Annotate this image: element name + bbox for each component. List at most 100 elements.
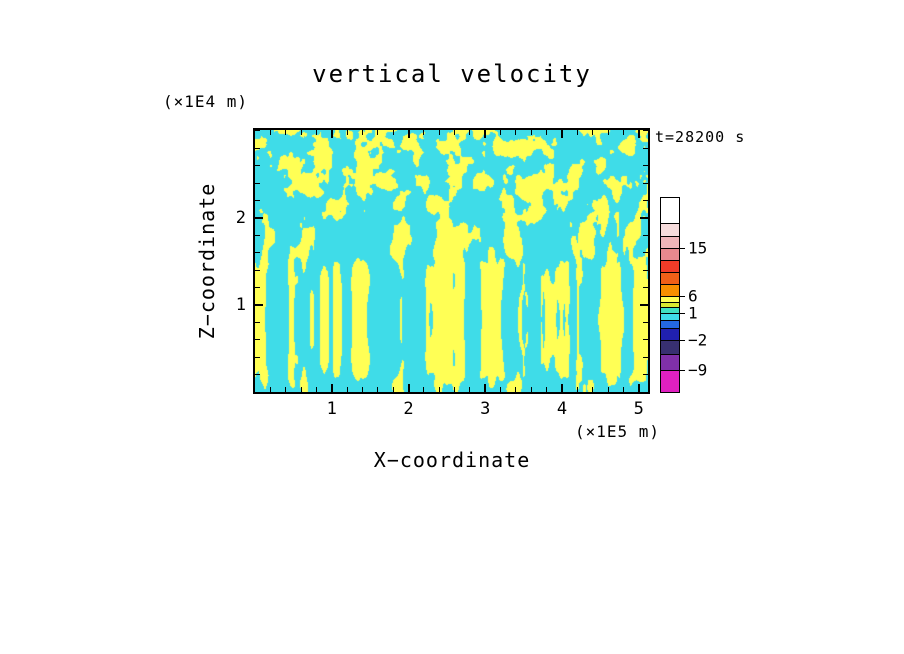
x-minor-tick [423,387,425,392]
colorbar-segment [661,198,679,223]
y-minor-tick [643,339,648,341]
y-minor-tick [643,130,648,132]
x-minor-tick [285,387,287,392]
x-minor-tick [438,387,440,392]
x-minor-tick [392,387,394,392]
y-minor-tick [255,287,260,289]
colorbar-label: −9 [688,360,708,380]
x-minor-tick [392,130,394,135]
y-minor-tick [255,182,260,184]
colorbar-segment [661,320,679,328]
colorbar-segment [661,223,679,236]
y-minor-tick [255,200,260,201]
x-minor-tick [438,130,440,135]
x-axis-title: X−coordinate [373,448,531,472]
x-major-tick [330,130,333,138]
x-minor-tick [346,130,348,135]
x-minor-tick [454,387,456,392]
x-minor-tick [269,387,271,392]
colorbar-tick [679,248,685,249]
y-major-tick [640,303,648,306]
colorbar-segment [661,313,679,320]
colorbar-segment [661,260,679,272]
x-minor-tick [454,130,456,135]
y-minor-tick [643,147,648,149]
x-minor-tick [515,387,517,392]
x-major-tick [330,384,333,392]
x-minor-tick [592,387,594,392]
x-minor-tick [285,130,287,135]
y-minor-tick [643,182,648,184]
y-minor-tick [643,234,648,236]
x-major-tick [561,130,564,138]
colorbar-tick [679,370,685,371]
colorbar-segment [661,328,679,340]
y-axis-title: Z−coordinate [195,182,219,340]
y-tick-label: 2 [235,207,246,228]
y-minor-tick [643,269,648,271]
y-axis-units-label: (×1E4 m) [163,92,249,111]
colorbar-segment [661,272,679,284]
x-minor-tick [361,130,363,135]
x-minor-tick [469,130,471,135]
x-major-tick [637,130,640,138]
y-minor-tick [643,200,648,201]
y-minor-tick [643,356,648,358]
y-minor-tick [255,147,260,149]
x-minor-tick [546,387,548,392]
plot-area [253,128,650,394]
x-minor-tick [269,130,271,135]
x-tick-label: 2 [403,399,414,419]
x-tick-label: 5 [633,399,644,419]
colorbar-label: −2 [688,330,708,350]
velocity-field-canvas [255,130,648,392]
y-minor-tick [255,269,260,271]
y-minor-tick [255,234,260,236]
x-minor-tick [315,130,317,135]
y-minor-tick [255,252,260,254]
x-minor-tick [423,130,425,135]
colorbar-segment [661,370,679,392]
y-tick-label: 1 [235,294,246,315]
colorbar-label: 6 [688,286,698,306]
x-major-tick [407,384,410,392]
colorbar-segment [661,248,679,260]
x-minor-tick [576,130,578,135]
y-minor-tick [255,321,260,323]
y-major-tick [255,216,263,219]
x-minor-tick [622,130,624,135]
colorbar-label: 1 [688,303,698,323]
x-minor-tick [469,387,471,392]
y-major-tick [640,216,648,219]
x-major-tick [484,384,487,392]
x-tick-label: 1 [326,399,337,419]
y-minor-tick [643,287,648,289]
y-minor-tick [255,356,260,358]
colorbar-segment [661,296,679,302]
time-annotation: t=28200 s [655,128,746,146]
colorbar-segment [661,307,679,313]
x-minor-tick [622,387,624,392]
colorbar-segment [661,302,679,307]
colorbar-segment [661,354,679,370]
x-major-tick [637,384,640,392]
y-minor-tick [643,252,648,254]
x-minor-tick [515,130,517,135]
colorbar-label: 15 [688,238,708,258]
x-minor-tick [500,387,502,392]
x-minor-tick [361,387,363,392]
x-minor-tick [530,387,532,392]
x-minor-tick [377,130,379,135]
colorbar-segment [661,284,679,296]
x-minor-tick [530,130,532,135]
x-minor-tick [315,387,317,392]
x-minor-tick [576,387,578,392]
colorbar-tick [679,313,685,314]
y-minor-tick [643,321,648,323]
x-minor-tick [300,387,302,392]
y-minor-tick [643,374,648,376]
x-major-tick [561,384,564,392]
colorbar-segment [661,236,679,248]
x-tick-label: 4 [556,399,568,419]
